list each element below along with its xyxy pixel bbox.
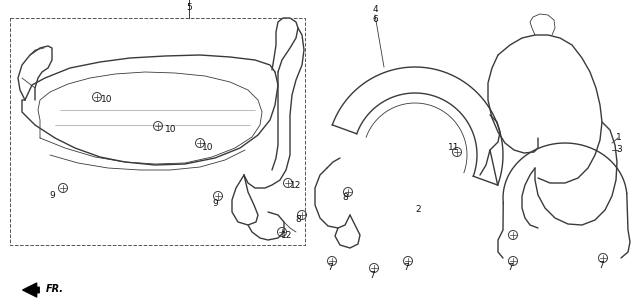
Text: 5: 5 [186, 3, 192, 13]
Bar [10, 18, 305, 245]
Text: 2: 2 [415, 205, 421, 214]
Text: 10: 10 [165, 125, 177, 135]
Text: 7: 7 [507, 264, 513, 273]
Text: 7: 7 [369, 270, 375, 279]
Text: 9: 9 [212, 198, 218, 208]
Text: 10: 10 [101, 95, 113, 104]
Text: 12: 12 [291, 180, 301, 189]
Text: 3: 3 [616, 145, 622, 155]
Text: 7: 7 [327, 264, 333, 273]
Text: 6: 6 [372, 15, 378, 25]
Text: 10: 10 [202, 144, 214, 152]
Text: 7: 7 [403, 264, 409, 273]
Text: 11: 11 [448, 144, 460, 152]
Text: 7: 7 [598, 261, 604, 270]
Text: 9: 9 [49, 191, 55, 200]
Text: 8: 8 [342, 193, 348, 202]
FancyArrowPatch shape [23, 283, 39, 297]
Text: 12: 12 [282, 230, 292, 240]
Text: 1: 1 [616, 133, 622, 143]
Text: FR.: FR. [46, 284, 64, 294]
Text: 8: 8 [295, 216, 301, 225]
Text: 4: 4 [372, 6, 378, 14]
